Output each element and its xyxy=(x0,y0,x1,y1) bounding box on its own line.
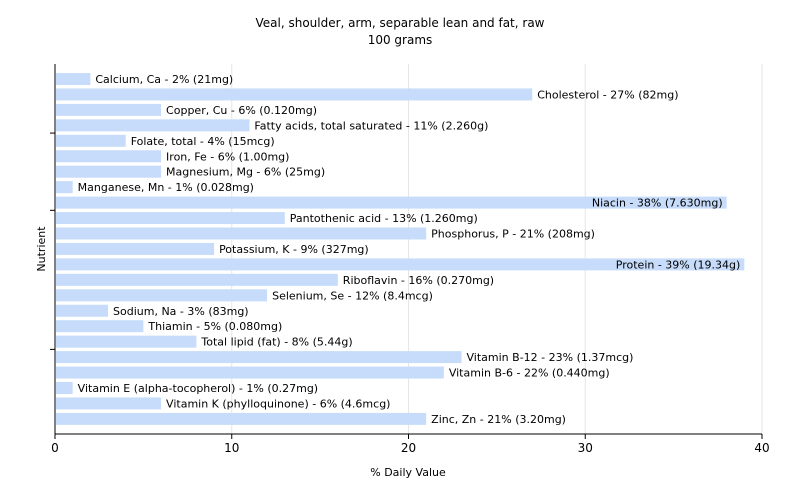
bar-data-label: Vitamin B-12 - 23% (1.37mcg) xyxy=(467,351,634,364)
x-axis-label: % Daily Value xyxy=(370,466,446,479)
x-tick-label: 20 xyxy=(401,441,416,455)
bar-data-label: Protein - 39% (19.34g) xyxy=(616,258,741,271)
bar xyxy=(56,382,73,394)
x-axis-ticks: 0 10 20 30 40 xyxy=(51,434,770,455)
x-tick-label: 40 xyxy=(754,441,769,455)
bar xyxy=(56,150,162,163)
bar-data-label: Cholesterol - 27% (82mg) xyxy=(537,88,678,101)
bar-data-label: Thiamin - 5% (0.080mg) xyxy=(147,320,282,333)
bar xyxy=(56,165,162,178)
bar xyxy=(56,258,745,271)
bar-data-label: Riboflavin - 16% (0.270mg) xyxy=(343,274,494,287)
bar xyxy=(56,242,215,255)
bar xyxy=(56,351,462,364)
bar-data-label: Vitamin E (alpha-tocopherol) - 1% (0.27m… xyxy=(78,382,318,395)
bar-data-label: Iron, Fe - 6% (1.00mg) xyxy=(166,150,289,163)
bar xyxy=(56,88,533,101)
bar xyxy=(56,273,338,286)
bar-data-label: Sodium, Na - 3% (83mg) xyxy=(113,305,249,318)
bar xyxy=(56,320,144,333)
bar xyxy=(56,134,126,147)
x-tick-label: 0 xyxy=(51,441,59,455)
bar-data-label: Manganese, Mn - 1% (0.028mg) xyxy=(78,181,254,194)
bar xyxy=(56,103,162,116)
bar-data-label: Vitamin B-6 - 22% (0.440mg) xyxy=(449,367,610,380)
chart-subtitle: 100 grams xyxy=(368,33,433,47)
bars xyxy=(56,73,745,425)
bar-data-label: Potassium, K - 9% (327mg) xyxy=(219,243,369,256)
bar-data-label: Folate, total - 4% (15mcg) xyxy=(131,135,275,148)
bar xyxy=(56,119,250,132)
bar xyxy=(56,196,727,209)
bar-data-label: Vitamin K (phylloquinone) - 6% (4.6mcg) xyxy=(166,397,390,410)
bar xyxy=(56,227,427,240)
bar xyxy=(56,366,444,379)
bar xyxy=(56,181,73,194)
x-tick-label: 30 xyxy=(578,441,593,455)
bar-data-label: Fatty acids, total saturated - 11% (2.26… xyxy=(254,119,488,132)
bar-data-label: Selenium, Se - 12% (8.4mcg) xyxy=(272,289,433,302)
bar-data-label: Phosphorus, P - 21% (208mg) xyxy=(431,228,595,241)
bar xyxy=(56,397,162,410)
bar-data-label: Zinc, Zn - 21% (3.20mg) xyxy=(431,413,566,426)
bar-data-label: Total lipid (fat) - 8% (5.44g) xyxy=(200,336,352,349)
bar-data-label: Magnesium, Mg - 6% (25mg) xyxy=(166,166,325,179)
bar-data-label: Calcium, Ca - 2% (21mg) xyxy=(95,73,233,86)
y-axis-label: Nutrient xyxy=(35,226,48,272)
bar-data-label: Niacin - 38% (7.630mg) xyxy=(592,197,723,210)
bar xyxy=(56,212,285,225)
bar xyxy=(56,73,91,85)
bar-labels: Calcium, Ca - 2% (21mg) Cholesterol - 27%… xyxy=(78,73,741,426)
bar-data-label: Copper, Cu - 6% (0.120mg) xyxy=(166,104,317,117)
chart-title: Veal, shoulder, arm, separable lean and … xyxy=(255,16,544,30)
bar xyxy=(56,335,197,348)
bar xyxy=(56,289,268,302)
y-axis-ticks xyxy=(50,132,55,350)
x-tick-label: 10 xyxy=(224,441,239,455)
bar xyxy=(56,304,109,317)
bar xyxy=(56,412,427,425)
bar-data-label: Pantothenic acid - 13% (1.260mg) xyxy=(290,212,478,225)
